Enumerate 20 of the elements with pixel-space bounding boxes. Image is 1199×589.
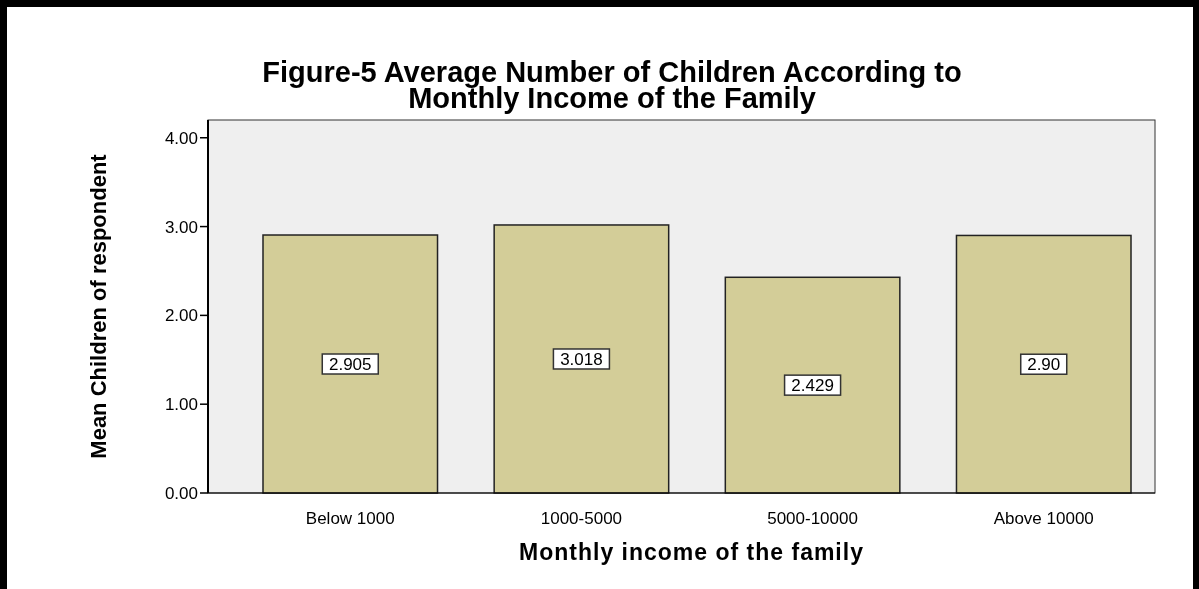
y-tick-label: 2.00 [164,306,198,326]
x-tick-label: 5000-10000 [767,509,858,528]
y-tick-label: 0.00 [164,484,198,503]
x-tick-label: 1000-5000 [540,509,623,528]
chart-title: Figure-5 Average Number of Children According to Monthly Income of the Family [262,56,962,114]
y-axis-title: Mean Children of respondent [86,153,111,459]
y-tick-label: 1.00 [164,395,198,415]
bar [262,234,439,494]
bar [724,276,901,494]
bar [493,224,670,494]
x-axis-title: Monthly income of the family [519,539,864,565]
x-tick-label: Above 10000 [993,509,1094,528]
y-tick-label: 4.00 [164,128,198,148]
bar [955,234,1132,494]
data-label: 2.429 [791,376,834,396]
y-tick-label: 3.00 [164,217,198,237]
x-tick-label: Below 1000 [305,509,395,528]
data-label: 2.905 [328,355,372,374]
data-label: 2.90 [1027,355,1061,375]
data-label: 3.018 [560,349,603,369]
